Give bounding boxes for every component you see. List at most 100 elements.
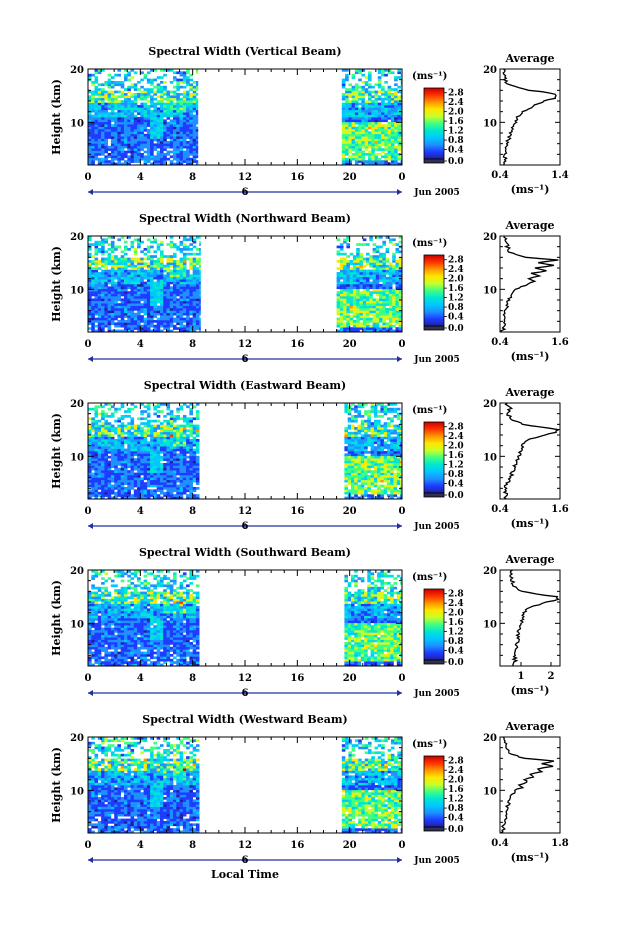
- heatmap-cell: [137, 131, 141, 135]
- heatmap-cell: [160, 427, 164, 430]
- heatmap-cell: [361, 100, 365, 103]
- heatmap-cell: [192, 274, 197, 278]
- heatmap-cell: [160, 112, 164, 115]
- heatmap-cell: [156, 443, 161, 447]
- heatmap-cell: [346, 293, 350, 297]
- heatmap-cell: [97, 322, 102, 326]
- heatmap-cell: [94, 436, 99, 440]
- heatmap-cell: [182, 419, 187, 423]
- heatmap-cell: [124, 105, 128, 108]
- heatmap-cell: [364, 114, 369, 118]
- heatmap-cell: [345, 100, 349, 103]
- heatmap-cell: [173, 97, 177, 101]
- heatmap-cell: [374, 97, 379, 101]
- colorbar-tick-label: 0.4: [448, 313, 464, 323]
- heatmap-cell: [88, 322, 92, 326]
- average-title: Average: [504, 219, 554, 232]
- heatmap-cell: [366, 305, 370, 309]
- heatmap-cell: [114, 296, 118, 299]
- heatmap-cell: [377, 71, 382, 75]
- heatmap-cell: [346, 303, 350, 306]
- heatmap-cell: [143, 138, 148, 142]
- heatmap-cell: [173, 475, 177, 478]
- heatmap-cell: [346, 267, 350, 270]
- heatmap-cell: [107, 119, 112, 123]
- heatmap-cell: [182, 443, 187, 447]
- heatmap-cell: [107, 484, 112, 488]
- heatmap-cell: [166, 305, 171, 309]
- heatmap-cell: [176, 308, 180, 311]
- heatmap-cell: [101, 124, 105, 127]
- heatmap-cell: [94, 482, 99, 485]
- heatmap-cell: [173, 431, 177, 435]
- heatmap-cell: [345, 153, 349, 156]
- heatmap-cell: [150, 119, 154, 123]
- heatmap-cell: [364, 81, 369, 84]
- heatmap-cell: [189, 274, 193, 278]
- heatmap-cell: [156, 243, 161, 246]
- heatmap-cell: [117, 117, 121, 120]
- heatmap-cell: [192, 303, 197, 306]
- heatmap-cell: [137, 477, 141, 481]
- heatmap-cell: [163, 303, 167, 306]
- heatmap-cell: [110, 305, 115, 309]
- heatmap-cell: [339, 267, 344, 270]
- heatmap-cell: [127, 300, 131, 304]
- heatmap-cell: [354, 153, 359, 156]
- heatmap-cell: [392, 238, 396, 242]
- heatmap-cell: [348, 93, 352, 96]
- heatmap-cell: [117, 322, 121, 326]
- heatmap-cell: [107, 463, 112, 466]
- heatmap-cell: [104, 324, 108, 328]
- heatmap-cell: [160, 403, 164, 406]
- heatmap-cell: [133, 160, 138, 163]
- heatmap-cell: [395, 250, 400, 254]
- heatmap-cell: [104, 131, 108, 135]
- heatmap-cell: [107, 310, 112, 314]
- heatmap-cell: [354, 97, 359, 101]
- heatmap-cell: [179, 300, 184, 304]
- heatmap-cell: [392, 267, 396, 270]
- heatmap-cell: [110, 124, 115, 127]
- heatmap-cell: [395, 284, 400, 287]
- heatmap-cell: [366, 260, 370, 263]
- heatmap-cell: [110, 245, 115, 249]
- heatmap-cell: [114, 102, 118, 106]
- heatmap-cell: [153, 308, 157, 311]
- heatmap-cell: [362, 291, 367, 294]
- heatmap-cell: [124, 97, 128, 101]
- heatmap-cell: [182, 78, 187, 82]
- heatmap-cell: [146, 133, 151, 137]
- heatmap-cell: [163, 415, 167, 418]
- heatmap-cell: [97, 88, 102, 91]
- heatmap-cell: [173, 252, 177, 256]
- heatmap-cell: [192, 262, 197, 266]
- heatmap-cell: [137, 453, 141, 457]
- heatmap-cell: [182, 138, 187, 142]
- heatmap-cell: [179, 453, 184, 457]
- heatmap-cell: [179, 157, 184, 161]
- heatmap-cell: [150, 472, 154, 476]
- heatmap-cell: [394, 112, 398, 115]
- heatmap-cell: [368, 76, 372, 79]
- heatmap-cell: [182, 95, 187, 99]
- heatmap-cell: [146, 90, 151, 94]
- heatmap-cell: [379, 308, 383, 311]
- heatmap-cell: [192, 417, 197, 421]
- heatmap-cell: [101, 455, 105, 459]
- heatmap-cell: [117, 310, 121, 314]
- heatmap-cell: [169, 491, 174, 495]
- heatmap-cell: [163, 145, 167, 149]
- heatmap-cell: [117, 470, 121, 473]
- heatmap-cell: [153, 458, 157, 461]
- heatmap-cell: [130, 133, 135, 137]
- heatmap-cell: [140, 310, 144, 314]
- heatmap-cell: [101, 107, 105, 111]
- heatmap-cell: [110, 441, 115, 445]
- heatmap-cell: [133, 494, 138, 497]
- heatmap-cell: [91, 463, 95, 466]
- heatmap-cell: [182, 467, 187, 471]
- heatmap-cell: [186, 119, 190, 123]
- heatmap-cell: [150, 255, 154, 258]
- heatmap-cell: [94, 458, 99, 461]
